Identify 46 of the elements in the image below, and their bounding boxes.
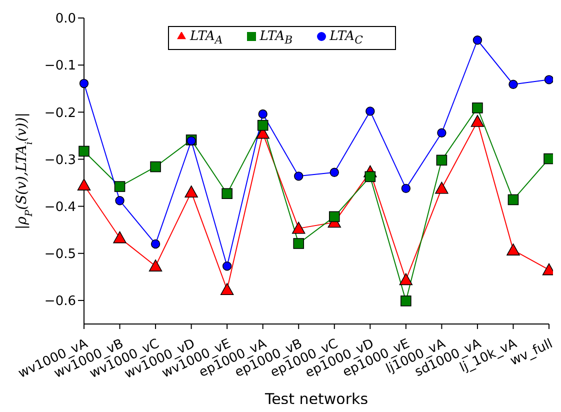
y-tick-label: −0.5 xyxy=(44,247,76,262)
point xyxy=(148,259,162,272)
point xyxy=(294,172,304,181)
point xyxy=(150,161,161,172)
point xyxy=(328,211,340,222)
point xyxy=(293,238,304,249)
point xyxy=(399,273,413,286)
point xyxy=(435,182,448,194)
y-tick-label: −0.3 xyxy=(44,152,76,168)
point xyxy=(257,120,268,131)
point xyxy=(508,194,519,206)
point xyxy=(506,243,520,256)
point xyxy=(79,78,89,88)
point xyxy=(292,222,306,234)
point xyxy=(472,36,482,45)
point xyxy=(222,261,232,271)
point xyxy=(436,154,448,166)
point xyxy=(77,178,91,190)
point xyxy=(508,80,518,89)
point xyxy=(184,186,198,198)
point xyxy=(401,184,411,194)
point xyxy=(114,181,126,192)
point xyxy=(258,109,268,119)
legend-label: LTA$_{C}$ xyxy=(330,29,363,47)
legend-label: LTA$_{A}$ xyxy=(190,29,223,47)
point xyxy=(437,128,446,138)
point xyxy=(222,188,232,199)
y-tick-label: 0.0 xyxy=(55,12,76,27)
point xyxy=(544,75,553,84)
point xyxy=(115,196,124,206)
legend-label: LTA$_{B}$ xyxy=(260,29,293,47)
point xyxy=(470,114,484,127)
point xyxy=(78,146,90,157)
x-axis-title: Test networks xyxy=(264,390,368,408)
point xyxy=(330,168,339,178)
point xyxy=(220,283,234,295)
y-tick-label: −0.6 xyxy=(44,294,76,310)
point xyxy=(366,106,375,116)
point xyxy=(364,171,376,182)
point xyxy=(113,231,126,244)
point xyxy=(472,102,483,114)
y-tick-label: −0.4 xyxy=(44,200,76,215)
point xyxy=(150,239,160,249)
y-tick-label: −0.2 xyxy=(44,106,76,121)
point xyxy=(400,296,412,306)
y-tick-label: −0.1 xyxy=(44,58,76,74)
